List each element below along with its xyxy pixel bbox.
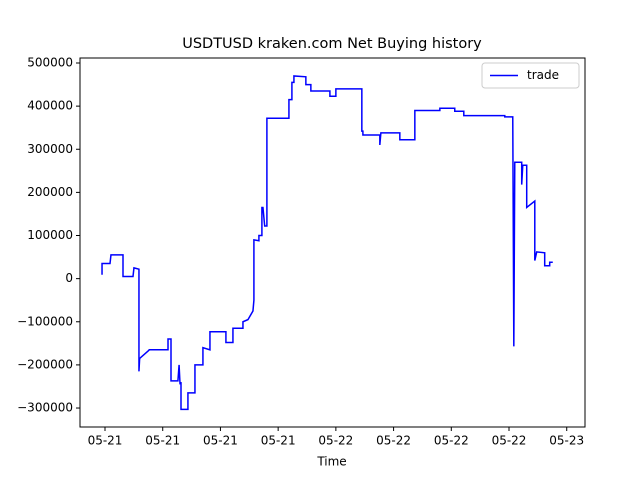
x-tick-label: 05-22 <box>376 434 411 448</box>
plot-frame <box>79 57 586 428</box>
x-tick-label: 05-23 <box>549 434 584 448</box>
y-tick-label: 400000 <box>27 99 73 113</box>
x-axis-label: Time <box>316 455 346 469</box>
y-tick-label: −100000 <box>17 314 73 328</box>
y-tick-label: 0 <box>65 271 73 285</box>
y-tick-label: −300000 <box>17 401 73 415</box>
x-tick-label: 05-21 <box>88 434 123 448</box>
y-tick-label: −200000 <box>17 357 73 371</box>
y-tick-label: 100000 <box>27 228 73 242</box>
legend-label: trade <box>527 68 559 82</box>
x-tick-label: 05-22 <box>318 434 353 448</box>
y-tick-label: 500000 <box>27 56 73 70</box>
x-tick-label: 05-21 <box>203 434 238 448</box>
y-tick-label: 300000 <box>27 142 73 156</box>
x-tick-label: 05-22 <box>492 434 527 448</box>
line-series <box>101 75 553 411</box>
legend-box <box>481 62 580 89</box>
y-tick-label: 200000 <box>27 185 73 199</box>
x-tick-label: 05-21 <box>145 434 180 448</box>
x-tick-label: 05-21 <box>261 434 296 448</box>
chart-title: USDTUSD kraken.com Net Buying history <box>182 36 482 52</box>
x-tick-label: 05-22 <box>434 434 469 448</box>
